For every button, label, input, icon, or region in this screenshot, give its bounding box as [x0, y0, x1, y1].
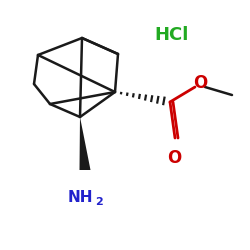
Text: 2: 2	[95, 197, 103, 207]
Polygon shape	[80, 117, 90, 170]
Text: O: O	[193, 74, 207, 92]
Text: O: O	[167, 149, 181, 167]
Text: NH: NH	[68, 190, 94, 206]
Text: HCl: HCl	[155, 26, 189, 44]
